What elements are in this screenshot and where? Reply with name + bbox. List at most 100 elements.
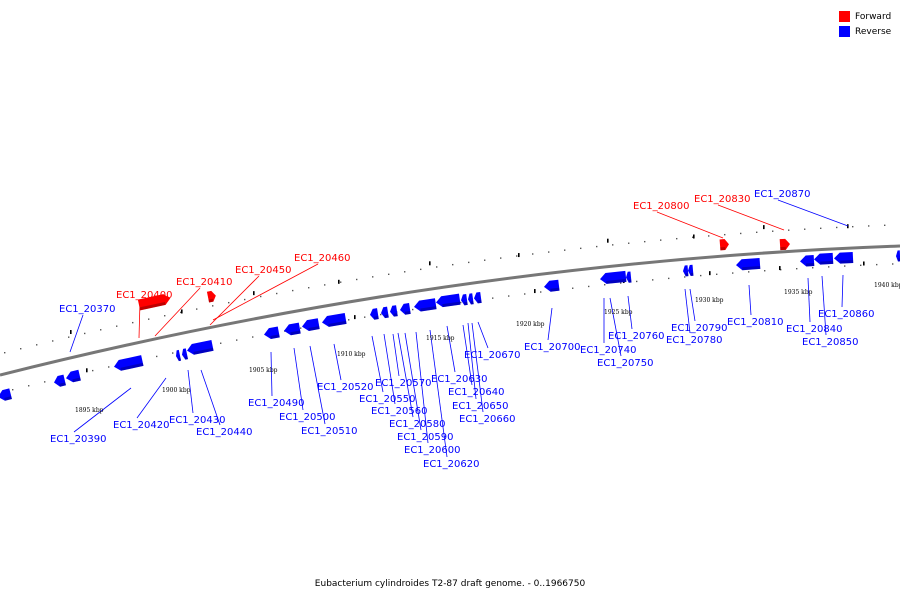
reverse-gene-label: EC1_20430 (169, 415, 225, 426)
reverse-gene-label: EC1_20580 (389, 419, 445, 430)
reverse-gene-leader (309, 345, 326, 425)
gene-reverse (468, 293, 474, 305)
scale-label: 1905 kbp (249, 367, 278, 374)
scale-label: 1895 kbp (75, 407, 104, 414)
reverse-gene-leader (462, 324, 473, 386)
gene-reverse (814, 252, 834, 265)
gene-reverse (114, 355, 144, 371)
reverse-gene-leader (477, 321, 489, 349)
gene-forward (206, 290, 216, 303)
scale-label: 1940 kbp (874, 282, 900, 289)
reverse-gene-leader (547, 307, 553, 341)
forward-gene-label: EC1_20410 (176, 277, 232, 288)
scale-label: 1930 kbp (695, 297, 724, 304)
reverse-gene-leader (371, 335, 384, 393)
gene-reverse (66, 369, 81, 383)
gene-reverse (322, 313, 347, 327)
reverse-gene-label: EC1_20790 (671, 323, 727, 334)
gene-reverse (896, 250, 900, 262)
legend: Forward Reverse (839, 9, 891, 39)
reverse-gene-leader (471, 322, 484, 413)
gene-reverse (626, 271, 632, 283)
genome-caption: Eubacterium cylindroides T2-87 draft gen… (314, 579, 586, 589)
reverse-gene-leader (136, 377, 167, 419)
reverse-gene-leader (748, 284, 752, 316)
reverse-gene-label: EC1_20780 (666, 335, 722, 346)
reverse-gene-leader (807, 277, 811, 323)
gene-reverse (544, 279, 560, 292)
reverse-gene-label: EC1_20650 (452, 401, 508, 412)
gene-reverse (0, 388, 12, 401)
reverse-gene-leader (841, 274, 844, 308)
forward-gene-leader (154, 287, 201, 337)
gene-forward (779, 238, 790, 251)
reverse-gene-leader (684, 288, 691, 334)
forward-gene-label: EC1_20460 (294, 253, 350, 264)
reverse-gene-label: EC1_20660 (459, 414, 515, 425)
reverse-gene-leader (415, 331, 429, 444)
gene-reverse (390, 305, 398, 317)
reverse-gene-label: EC1_20760 (608, 331, 664, 342)
reverse-gene-label: EC1_20620 (423, 459, 479, 470)
reverse-gene-leader (821, 275, 827, 336)
scale-label: 1915 kbp (426, 335, 455, 342)
gene-reverse (414, 298, 437, 312)
reverse-gene-label: EC1_20600 (404, 445, 460, 456)
gene-reverse (436, 293, 461, 308)
reverse-gene-leader (383, 333, 396, 405)
gene-forward (137, 294, 171, 311)
reverse-gene-label: EC1_20440 (196, 427, 252, 438)
gene-reverse (736, 257, 761, 271)
reverse-gene-label: EC1_20560 (371, 406, 427, 417)
gene-forward (719, 239, 729, 251)
reverse-gene-label: EC1_20570 (375, 378, 431, 389)
reverse-gene-leader (689, 288, 696, 322)
reverse-gene-label: EC1_20420 (113, 420, 169, 431)
gene-reverse (688, 264, 694, 276)
gene-reverse (187, 340, 214, 355)
gene-reverse (370, 308, 379, 320)
reverse-gene-leader (73, 387, 132, 433)
reverse-gene-label: EC1_20640 (448, 387, 504, 398)
scale-label: 1910 kbp (337, 351, 366, 358)
reverse-gene-leader (187, 369, 194, 414)
gene-reverse (284, 322, 301, 336)
gene-reverse (834, 251, 854, 264)
reverse-gene-leader (200, 369, 221, 426)
gene-reverse (182, 348, 189, 360)
gene-reverse (600, 270, 627, 284)
reverse-gene-leader (777, 199, 849, 227)
gene-reverse (400, 302, 411, 315)
reverse-gene-label: EC1_20550 (359, 394, 415, 405)
forward-label: Forward (855, 11, 892, 22)
legend-reverse: Reverse (839, 24, 891, 39)
forward-gene-label: EC1_20800 (633, 201, 689, 212)
scale-label: 1920 kbp (516, 321, 545, 328)
reverse-gene-label: EC1_20670 (464, 350, 520, 361)
reverse-gene-label: EC1_20630 (431, 374, 487, 385)
reverse-gene-label: EC1_20860 (818, 309, 874, 320)
gene-reverse (381, 306, 389, 319)
reverse-gene-leader (270, 351, 273, 397)
reverse-gene-label: EC1_20740 (580, 345, 636, 356)
reverse-gene-leader (69, 314, 84, 353)
reverse-gene-label: EC1_20810 (727, 317, 783, 328)
reverse-gene-label: EC1_20390 (50, 434, 106, 445)
forward-gene-leader (656, 211, 724, 239)
reverse-gene-leader (333, 343, 342, 381)
reverse-gene-label: EC1_20700 (524, 342, 580, 353)
reverse-swatch (839, 26, 850, 37)
reverse-gene-label: EC1_20750 (597, 358, 653, 369)
gene-reverse (800, 255, 815, 267)
reverse-gene-leader (404, 332, 422, 431)
reverse-gene-label: EC1_20370 (59, 304, 115, 315)
reverse-gene-label: EC1_20590 (397, 432, 453, 443)
scale-label: 1925 kbp (604, 309, 633, 316)
reverse-gene-leader (627, 295, 633, 330)
reverse-gene-label: EC1_20490 (248, 398, 304, 409)
forward-gene-label: EC1_20830 (694, 194, 750, 205)
reverse-label: Reverse (855, 26, 892, 37)
gene-reverse (264, 326, 280, 339)
reverse-gene-leader (609, 297, 622, 357)
